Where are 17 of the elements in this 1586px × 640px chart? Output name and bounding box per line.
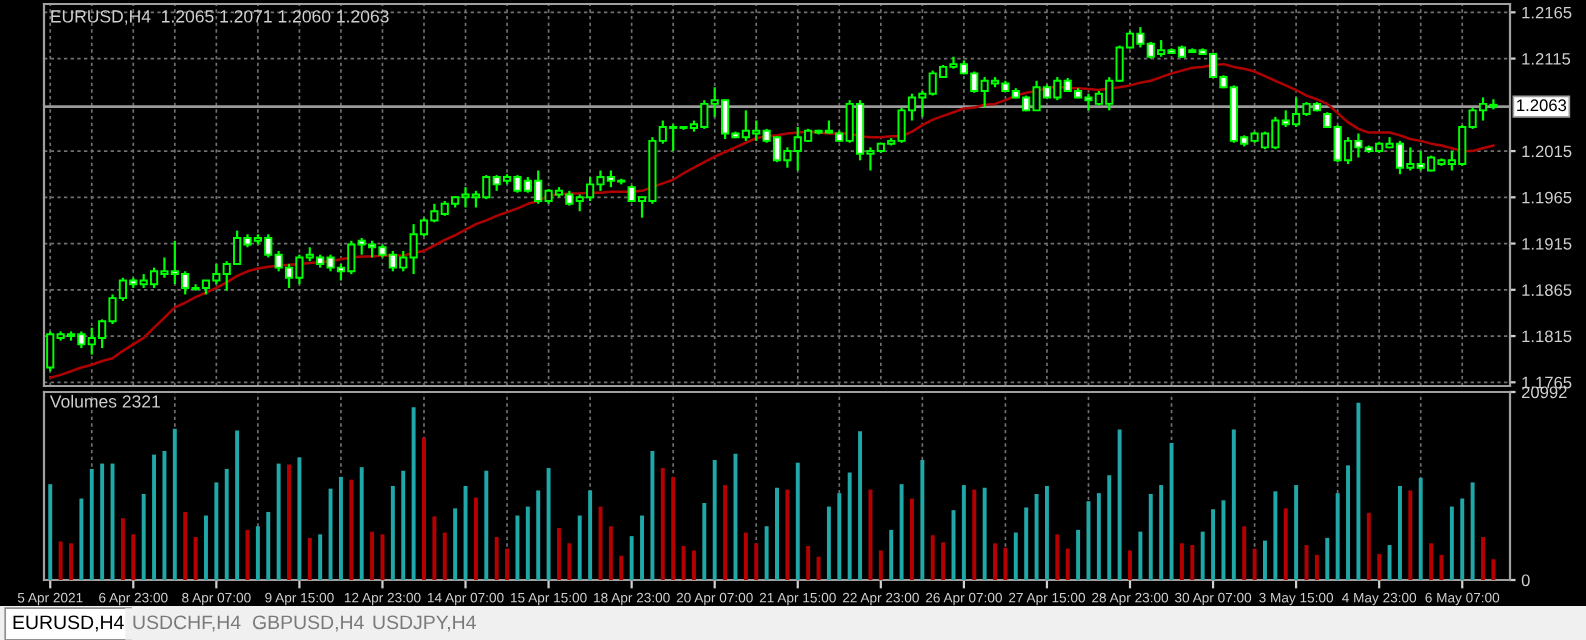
y-tick-label: 1.2165: [1522, 6, 1572, 19]
line-series: [48, 62, 1495, 379]
text: USDJPY,H4: [373, 615, 476, 632]
chart-title: Volumes 2321: [49, 394, 160, 408]
text: GBPUSD,H4: [252, 615, 364, 632]
y-tick-label: 1.1915: [1522, 237, 1572, 250]
text: USDCHF,H4: [133, 615, 241, 632]
y-tick-label: 1.1765: [1522, 376, 1572, 389]
ref-line-label: 1.2063: [1517, 99, 1567, 112]
y-tick-label: 1.1815: [1522, 330, 1572, 343]
chart-title: EURUSD,H4 1.2065 1.2071 1.2060 1.2063: [51, 10, 389, 25]
text: EURUSD,H4: [13, 615, 124, 632]
y-tick-label: 1.1965: [1522, 191, 1572, 204]
y-tick-label: 0: [1521, 574, 1530, 587]
y-tick-label: 1.2115: [1522, 52, 1571, 65]
y-tick-label: 1.2015: [1522, 145, 1572, 158]
y-tick-label: 1.1865: [1522, 284, 1572, 297]
